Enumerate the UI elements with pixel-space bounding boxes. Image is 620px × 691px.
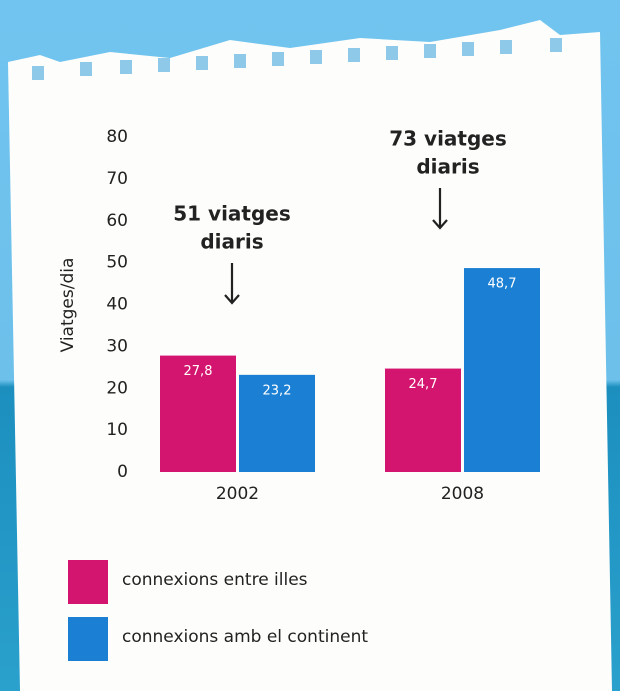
y-tick-label: 40 xyxy=(106,295,128,315)
legend-label: connexions entre illes xyxy=(122,570,308,590)
paper xyxy=(8,20,612,691)
value-label: 24,7 xyxy=(409,377,438,392)
bar xyxy=(239,374,315,472)
bar xyxy=(160,355,236,472)
y-tick-label: 50 xyxy=(106,253,128,273)
plot: 0 10 20 30 40 50 60 70 80 27,8 23,2 2002 24,7 48,7 200… xyxy=(68,127,540,661)
bar xyxy=(385,368,461,472)
y-axis-label: Viatges/dia xyxy=(58,258,78,353)
y-tick-label: 10 xyxy=(106,420,128,440)
annotation-arrow xyxy=(224,263,240,305)
y-tick-label: 70 xyxy=(106,169,128,189)
annotation: diaris xyxy=(416,155,479,179)
x-tick-label: 2008 xyxy=(441,484,484,504)
y-tick-label: 30 xyxy=(106,336,128,356)
annotation: 51 viatges xyxy=(173,202,291,226)
y-tick-label: 60 xyxy=(106,211,128,231)
annotation-arrow xyxy=(432,188,448,230)
annotation: diaris xyxy=(200,230,263,254)
annotation: 73 viatges xyxy=(389,127,507,151)
paper-holes xyxy=(32,38,562,80)
y-tick-label: 0 xyxy=(117,462,128,482)
value-label: 23,2 xyxy=(263,383,292,398)
y-tick-label: 20 xyxy=(106,378,128,398)
legend-swatch xyxy=(68,617,108,661)
value-label: 48,7 xyxy=(488,277,517,292)
legend-swatch xyxy=(68,560,108,604)
legend-label: connexions amb el continent xyxy=(122,627,368,647)
x-tick-label: 2002 xyxy=(216,484,259,504)
value-label: 27,8 xyxy=(184,364,213,379)
bar xyxy=(464,268,540,472)
y-tick-label: 80 xyxy=(106,127,128,147)
